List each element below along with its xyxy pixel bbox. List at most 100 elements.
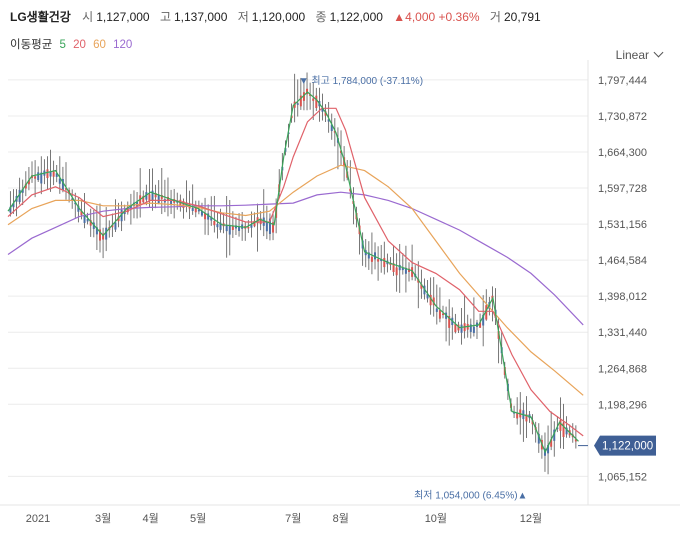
stock-chart: 1,797,444 1,730,872 1,664,300 1,597,728 1,53… xyxy=(0,60,680,525)
candle-body xyxy=(408,268,411,272)
high-label: 고 xyxy=(159,10,171,24)
candle-body xyxy=(513,412,516,414)
candle-body xyxy=(438,310,441,319)
y-tick-label: 1,398,012 xyxy=(598,291,647,303)
candle-body xyxy=(296,103,299,105)
ma-5-line xyxy=(7,91,579,454)
candle-body xyxy=(259,218,262,224)
candle-body xyxy=(71,198,74,202)
candle-body xyxy=(272,222,275,233)
x-tick-label: 12월 xyxy=(520,512,542,525)
price-change: ▲4,000 +0.36% xyxy=(393,10,480,24)
candle-body xyxy=(18,189,21,203)
open-label: 시 xyxy=(82,10,94,24)
y-tick-label: 1,331,440 xyxy=(598,327,647,339)
candle-body xyxy=(306,88,309,95)
candle-body xyxy=(349,188,352,192)
candle-body xyxy=(265,221,268,232)
candle-body xyxy=(429,294,432,306)
high-value: 1,137,000 xyxy=(174,10,228,24)
candle-body xyxy=(52,171,55,177)
candle-body xyxy=(442,313,444,316)
candle-body xyxy=(525,414,528,422)
candle-body xyxy=(234,225,237,229)
open-value: 1,127,000 xyxy=(96,10,150,24)
candle-body xyxy=(482,314,485,326)
candle-body xyxy=(160,194,163,199)
candle-body xyxy=(330,124,333,132)
candle-body xyxy=(537,433,540,444)
candle-body xyxy=(27,179,30,185)
candle-body xyxy=(46,169,49,179)
candle-body xyxy=(194,206,197,213)
candle-body xyxy=(367,252,370,259)
candle-body xyxy=(139,195,142,206)
candle-body xyxy=(380,259,383,262)
candle-body xyxy=(398,264,401,271)
candle-body xyxy=(411,267,414,277)
candle-body xyxy=(472,326,475,333)
chevron-down-icon xyxy=(653,47,664,58)
x-tick-label: 3월 xyxy=(95,512,111,525)
candle-body xyxy=(151,190,154,201)
candle-body xyxy=(120,209,123,222)
candle-body xyxy=(448,316,451,328)
candle-body xyxy=(213,221,216,226)
candle-body xyxy=(460,324,463,333)
candle-body xyxy=(401,267,404,271)
x-tick-label: 8월 xyxy=(333,512,349,525)
candle-body xyxy=(516,413,519,419)
candle-body xyxy=(102,233,105,240)
candle-body xyxy=(374,252,377,260)
y-tick-label: 1,664,300 xyxy=(598,147,647,159)
candle-body xyxy=(191,207,194,212)
ma-120-line xyxy=(7,191,584,326)
y-tick-label: 1,198,296 xyxy=(598,399,647,411)
candle-body xyxy=(49,171,52,177)
candle-body xyxy=(228,224,231,235)
low-label: 저 xyxy=(237,10,249,24)
ma-legend-60: 60 xyxy=(93,39,106,51)
y-tick-label: 1,531,156 xyxy=(598,219,647,231)
min-annotation: 최저 1,054,000 (6.45%)▲ xyxy=(414,489,527,501)
candle-body xyxy=(207,213,210,220)
candle-body xyxy=(89,220,92,226)
ma-legend-label: 이동평균 xyxy=(10,39,53,51)
y-tick-label: 1,797,444 xyxy=(598,75,647,87)
candle-body xyxy=(114,222,117,230)
scale-label: Linear xyxy=(615,48,649,62)
candle-body xyxy=(250,224,253,228)
candlesticks xyxy=(9,72,577,475)
ma-20-line xyxy=(7,107,584,437)
candle-body xyxy=(553,429,556,441)
candle-body xyxy=(247,226,250,229)
candle-body xyxy=(58,178,61,184)
candle-body xyxy=(327,119,330,122)
candle-body xyxy=(80,210,83,216)
ma-legend-5: 5 xyxy=(59,39,66,51)
candle-body xyxy=(395,267,398,276)
y-tick-label: 1,264,868 xyxy=(598,363,647,375)
x-tick-label: 7월 xyxy=(285,512,301,525)
quote-header: LG생활건강 시 1,127,000 고 1,137,000 저 1,120,000 … xyxy=(10,8,548,24)
candle-body xyxy=(469,324,472,332)
candle-body xyxy=(432,297,435,306)
candle-body xyxy=(574,439,577,442)
y-tick-label: 1,597,728 xyxy=(598,183,647,195)
candle-body xyxy=(225,225,228,232)
candle-body xyxy=(377,259,380,262)
candle-body xyxy=(485,305,488,320)
candle-body xyxy=(312,98,315,101)
candle-body xyxy=(182,201,185,208)
candle-body xyxy=(210,216,213,221)
candle-body xyxy=(204,212,207,220)
scale-dropdown[interactable]: Linear xyxy=(615,47,664,62)
candle-body xyxy=(216,223,219,228)
candle-body xyxy=(154,193,157,198)
candle-body xyxy=(77,205,80,212)
candle-body xyxy=(392,263,395,272)
candle-body xyxy=(55,173,58,177)
stock-name: LG생활건강 xyxy=(10,10,71,24)
candle-body xyxy=(253,220,256,227)
close-label: 종 xyxy=(315,10,327,24)
